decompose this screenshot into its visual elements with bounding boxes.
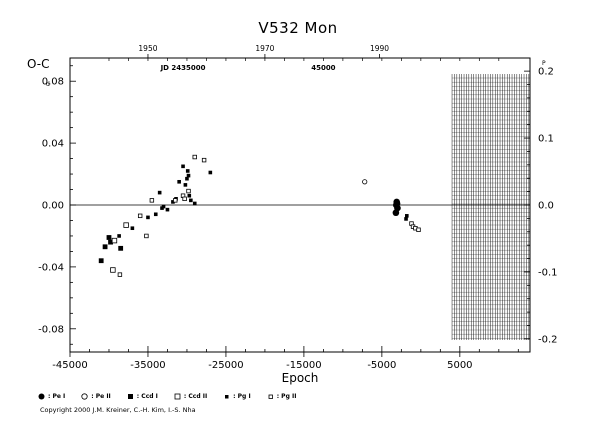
x-tick-label: -15000 bbox=[286, 360, 321, 371]
series-ccd-i bbox=[98, 235, 124, 264]
y-axis-unit-mark: d bbox=[46, 81, 50, 88]
legend-label: : Pe I bbox=[48, 392, 66, 400]
legend: : Pe I : Pe II : Ccd I : Ccd II : Pg I :… bbox=[38, 390, 558, 402]
data-point bbox=[137, 213, 143, 219]
data-point bbox=[201, 157, 207, 163]
data-point bbox=[187, 193, 192, 198]
x-tick-label: -35000 bbox=[130, 360, 165, 371]
right-tick-label: 0.2 bbox=[538, 67, 554, 78]
data-point bbox=[157, 190, 162, 195]
jd-label: JD 2435000 bbox=[160, 64, 206, 72]
series-ccd-ii bbox=[110, 222, 129, 273]
y-tick-label: -0.04 bbox=[38, 262, 64, 273]
small-filled-square-marker-icon bbox=[225, 394, 229, 398]
small-open-square-marker-icon bbox=[268, 394, 273, 399]
x-tick-label: -45000 bbox=[52, 360, 87, 371]
x-axis-label: Epoch bbox=[282, 371, 319, 385]
data-point bbox=[108, 239, 113, 245]
legend-label: : Ccd II bbox=[183, 392, 208, 400]
series-pg-i bbox=[117, 164, 409, 238]
legend-item-ccd-ii: : Ccd II bbox=[174, 393, 207, 400]
data-point bbox=[161, 204, 166, 209]
legend-label: : Pg II bbox=[276, 392, 297, 400]
data-point bbox=[173, 198, 178, 203]
x-tick-label: -25000 bbox=[208, 360, 243, 371]
data-point bbox=[186, 188, 191, 194]
copyright-text: Copyright 2000 J.M. Kreiner, C.-H. Kim, … bbox=[40, 406, 196, 414]
series-pe-i bbox=[392, 198, 401, 217]
data-point bbox=[117, 234, 121, 238]
data-point bbox=[208, 170, 213, 175]
data-point bbox=[405, 214, 409, 218]
filled-circle-marker-icon bbox=[38, 393, 45, 399]
filled-square-marker-icon bbox=[127, 393, 133, 399]
data-point bbox=[185, 176, 189, 181]
data-point bbox=[186, 173, 191, 178]
top-tick-label: 1950 bbox=[138, 44, 157, 53]
chart-title: V532 Mon bbox=[258, 19, 337, 37]
y-tick-label: 0.08 bbox=[42, 77, 64, 88]
data-point bbox=[117, 272, 123, 277]
legend-label: : Pg I bbox=[233, 392, 251, 400]
x-tick-label: -5000 bbox=[367, 360, 396, 371]
data-point bbox=[192, 154, 197, 160]
right-axis-unit-mark: P bbox=[542, 60, 546, 67]
legend-label: : Ccd I bbox=[136, 392, 158, 400]
data-point bbox=[171, 200, 175, 204]
legend-label: : Pe II bbox=[91, 392, 111, 400]
right-tick-label: -0.2 bbox=[538, 334, 558, 345]
data-point bbox=[153, 212, 158, 217]
y-axis-label: O-C bbox=[27, 57, 50, 71]
data-point bbox=[181, 164, 185, 169]
right-tick-label: 0.1 bbox=[538, 134, 554, 145]
data-point bbox=[182, 196, 187, 202]
data-point bbox=[183, 183, 188, 187]
data-point bbox=[144, 233, 149, 239]
data-point bbox=[102, 244, 108, 250]
legend-item-pg-ii: : Pg II bbox=[267, 392, 297, 400]
x-tick-label: 5000 bbox=[447, 360, 472, 371]
open-circle-marker-icon bbox=[81, 392, 88, 400]
data-point bbox=[106, 235, 112, 240]
data-point bbox=[189, 198, 193, 203]
data-point bbox=[394, 204, 401, 212]
y-tick-label: 0.00 bbox=[42, 201, 64, 212]
top-tick-label: 1990 bbox=[370, 44, 389, 53]
data-point bbox=[185, 169, 190, 173]
series-pe-ii bbox=[362, 179, 368, 185]
data-point bbox=[404, 217, 408, 221]
data-point bbox=[123, 222, 129, 228]
y-tick-label: 0.04 bbox=[42, 139, 64, 150]
data-point bbox=[177, 179, 181, 184]
legend-item-pe-i: : Pe I bbox=[38, 393, 65, 400]
top-tick-label: 1970 bbox=[255, 44, 274, 53]
series-pg-ii bbox=[117, 154, 421, 277]
data-point bbox=[192, 201, 197, 206]
y-tick-label: -0.08 bbox=[38, 324, 64, 335]
data-point bbox=[165, 207, 170, 212]
legend-item-pe-ii: : Pe II bbox=[81, 393, 111, 400]
data-point bbox=[130, 226, 135, 231]
hatched-region bbox=[451, 74, 530, 340]
data-point bbox=[362, 179, 368, 185]
legend-item-pg-i: : Pg I bbox=[223, 393, 251, 400]
data-point bbox=[416, 227, 421, 232]
right-tick-label: 0.0 bbox=[538, 201, 554, 212]
data-point bbox=[118, 245, 124, 251]
data-point bbox=[149, 198, 155, 203]
open-square-marker-icon bbox=[174, 393, 181, 399]
data-point bbox=[98, 258, 104, 264]
data-point bbox=[146, 215, 150, 220]
jd-label: 45000 bbox=[311, 64, 335, 72]
legend-item-ccd-i: : Ccd I bbox=[127, 393, 158, 400]
data-point bbox=[111, 237, 118, 244]
data-point bbox=[110, 267, 116, 273]
right-tick-label: -0.1 bbox=[538, 267, 558, 278]
